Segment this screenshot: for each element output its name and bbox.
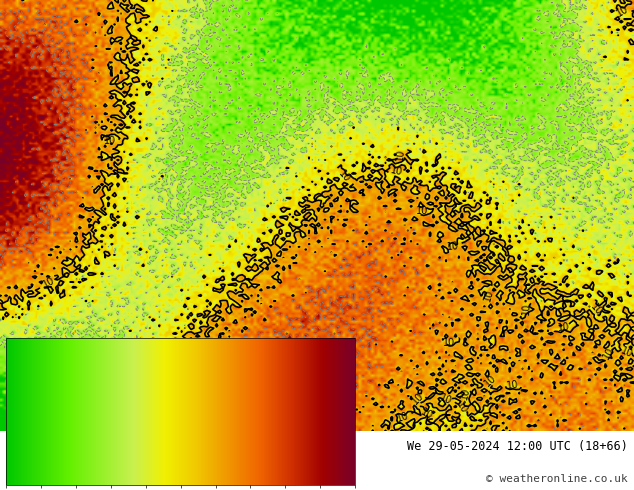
- Text: 10: 10: [103, 136, 116, 147]
- Text: 10: 10: [588, 301, 604, 317]
- Text: 10: 10: [411, 391, 426, 407]
- Text: 10: 10: [521, 303, 532, 316]
- Text: © weatheronline.co.uk: © weatheronline.co.uk: [486, 474, 628, 484]
- Text: 10: 10: [614, 3, 630, 18]
- Text: 10: 10: [482, 373, 498, 389]
- Text: 10: 10: [439, 392, 453, 407]
- Text: 10: 10: [443, 337, 455, 348]
- Text: 10: 10: [337, 169, 353, 184]
- Text: 10: 10: [506, 380, 520, 391]
- Text: 10: 10: [395, 148, 406, 161]
- Text: 10: 10: [446, 241, 459, 252]
- Text: Isotachs Spread mean+σ [%] ECMWF: Isotachs Spread mean+σ [%] ECMWF: [6, 440, 235, 453]
- Text: 10: 10: [419, 407, 435, 422]
- Text: 10: 10: [557, 321, 571, 333]
- Text: 10: 10: [41, 275, 57, 290]
- Text: 10: 10: [460, 386, 472, 400]
- Text: 10: 10: [482, 288, 496, 303]
- Text: We 29-05-2024 12:00 UTC (18+66): We 29-05-2024 12:00 UTC (18+66): [407, 440, 628, 453]
- Text: 10: 10: [390, 165, 404, 177]
- Text: 10: 10: [601, 345, 616, 361]
- Text: 10: 10: [396, 411, 410, 424]
- Text: 10: 10: [619, 345, 634, 360]
- Text: 10: 10: [416, 206, 428, 217]
- Text: 10: 10: [455, 400, 469, 416]
